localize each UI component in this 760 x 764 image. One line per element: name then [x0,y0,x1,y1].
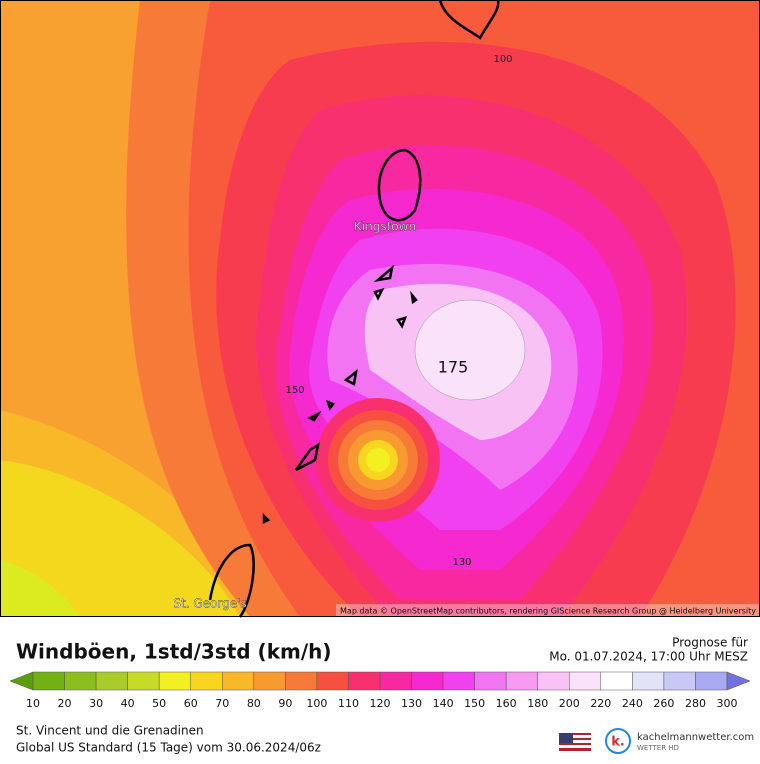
attribution: Map data © OpenStreetMap contributors, r… [340,607,756,616]
colorbar-label: 280 [685,697,706,710]
colorbar-label: 110 [338,697,359,710]
contour-label: 100 [493,54,512,65]
colorbar-label: 100 [306,697,327,710]
colorbar-label: 130 [401,697,422,710]
contour-label: 130 [452,557,471,568]
colorbar-label: 180 [527,697,548,710]
colorbar-end [9,671,34,691]
flag [559,733,591,751]
colorbar-swatch [64,671,97,691]
colorbar-swatch [379,671,412,691]
brand: kachelmannwetter.com [637,732,754,743]
coastlines [208,0,500,618]
region: St. Vincent und die Grenadinen [16,724,204,738]
colorbar-label: 10 [26,697,40,710]
colorbar-swatch [411,671,444,691]
place-label: St. George's [173,597,246,611]
contour-label: 150 [285,385,304,396]
colorbar-swatch [95,671,128,691]
colorbar-label: 140 [433,697,454,710]
colorbar-label: 70 [215,697,229,710]
model: Global US Standard (15 Tage) vom 30.06.2… [16,741,321,755]
colorbar-label: 40 [121,697,135,710]
map [0,0,760,618]
colorbar: 10 20 30 40 50 60 70 80 90 100 110 120 130 140 150 160 1… [9,671,751,710]
colorbar-label: 50 [152,697,166,710]
forecast-time: Mo. 01.07.2024, 17:00 Uhr MESZ [549,650,748,664]
colorbar-swatch [695,671,728,691]
colorbar-label: 60 [184,697,198,710]
colorbar-swatch [158,671,191,691]
colorbar-label: 120 [370,697,391,710]
colorbar-swatch [600,671,633,691]
colorbar-label: 80 [247,697,261,710]
colorbar-swatch [505,671,538,691]
colorbar-label: 160 [496,697,517,710]
colorbar-label: 30 [89,697,103,710]
colorbar-swatch [663,671,696,691]
brand-sub: WETTER HD [637,744,679,752]
colorbar-label: 260 [653,697,674,710]
colorbar-swatch [285,671,318,691]
colorbar-swatch [127,671,160,691]
colorbar-swatch [32,671,65,691]
colorbar-swatch [316,671,349,691]
colorbar-label: 90 [278,697,292,710]
colorbar-label: 200 [559,697,580,710]
colorbar-swatch [537,671,570,691]
svg-text:k.: k. [611,735,625,750]
logo [605,728,631,754]
colorbar-swatch [569,671,602,691]
colorbar-label: 300 [717,697,738,710]
colorbar-end [726,671,751,691]
colorbar-swatch [253,671,286,691]
colorbar-label: 220 [590,697,611,710]
colorbar-swatch [190,671,223,691]
colorbar-swatch [348,671,381,691]
colorbar-label: 240 [622,697,643,710]
contour-label: 175 [438,358,469,377]
colorbar-swatch [632,671,665,691]
colorbar-swatch [474,671,507,691]
colorbar-swatch [222,671,255,691]
forecast-label: Prognose für [672,636,748,650]
colorbar-swatch [442,671,475,691]
place-label: Kingstown [354,220,416,234]
title: Windböen, 1std/3std (km/h) [16,640,332,664]
colorbar-label: 20 [58,697,72,710]
colorbar-label: 150 [464,697,485,710]
